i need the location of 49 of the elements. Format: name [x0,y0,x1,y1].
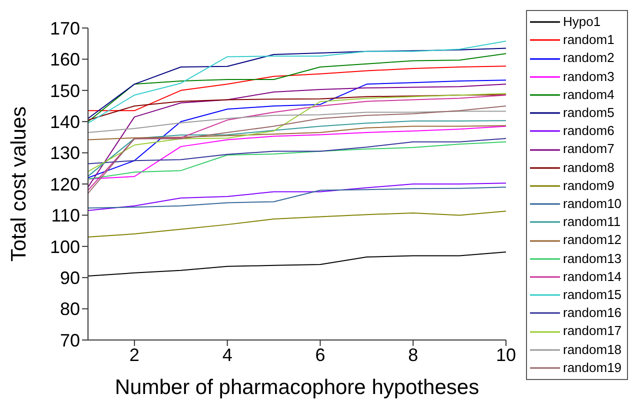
legend-label: random12 [563,231,622,250]
legend-label: random9 [563,176,614,195]
x-tick-label: 2 [129,344,140,365]
legend-label: random7 [563,140,614,158]
line-series [88,186,506,209]
line-series [88,252,506,277]
line-series [88,125,506,140]
x-tick-label: 8 [408,344,418,365]
line-series [88,138,506,164]
y-tick-label: 70 [60,330,80,350]
line-series [88,210,506,238]
line-series [88,141,506,180]
y-tick-label: 130 [50,143,80,164]
legend-label: random14 [563,268,622,286]
y-tick-label: 90 [60,268,80,288]
legend-label: random17 [563,322,622,340]
legend-label: random13 [563,250,622,268]
x-tick-label: 4 [222,344,232,365]
legend-label: random16 [563,304,622,322]
y-tick-label: 110 [51,206,80,226]
legend-label: random3 [563,68,614,86]
legend-label: random2 [563,49,614,68]
line-series [88,66,506,112]
legend-label: Hypo1 [563,13,601,31]
x-tick-label: 10 [496,344,516,365]
y-tick-label: 120 [50,174,80,194]
legend-label: random6 [563,122,614,140]
y-tick-label: 100 [50,236,80,257]
y-tick-label: 150 [50,80,80,101]
y-tick-label: 80 [60,299,80,320]
legend-label: random19 [563,358,622,377]
legend-label: random11 [563,213,621,232]
y-tick-label: 170 [50,18,80,38]
line-series [88,182,506,212]
y-axis-title: Total cost values [7,106,30,262]
legend-label: random10 [563,195,622,214]
line-series [88,94,506,121]
legend-label: random1 [563,31,614,50]
legend-label: random4 [563,86,614,104]
line-series [88,110,506,134]
line-series [88,93,506,172]
x-axis-title: Number of pharmacophore hypotheses [114,376,480,399]
legend-label: random5 [563,104,614,122]
legend-label: random15 [563,286,622,304]
y-tick-label: 160 [50,50,80,70]
y-tick-label: 140 [50,112,80,132]
legend-label: random18 [563,340,622,359]
legend-label: random8 [563,158,614,177]
x-tick-label: 6 [315,344,326,365]
